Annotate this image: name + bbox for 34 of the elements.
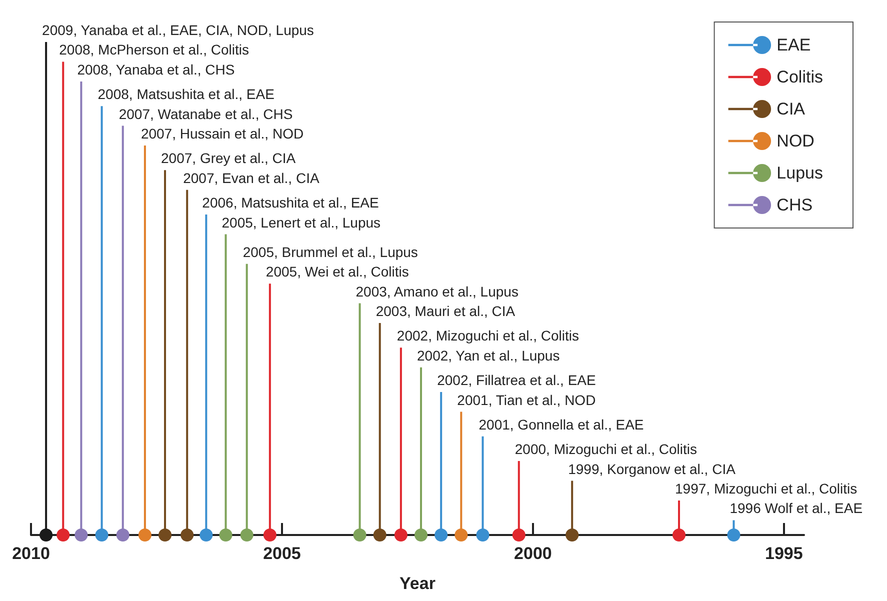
x-tick-label: 1995 [765,544,803,563]
annotation: 2008, McPherson et al., Colitis [59,42,249,58]
legend-label: Colitis [776,68,823,86]
annotation: 2003, Amano et al., Lupus [356,283,518,300]
annotation: 2008, Yanaba et al., CHS [77,61,235,78]
annotation: 2001, Tian et al., NOD [457,392,596,408]
annotation: 2007, Watanabe et al., CHS [118,106,293,122]
annotation: 2008, Matsushita et al., EAE [98,86,274,102]
annotation: 2002, Fillatrea et al., EAE [437,372,596,388]
annotation: 2000, Mizoguchi et al., Colitis [514,441,697,458]
legend-label: Lupus [776,164,824,182]
annotation: 2007, Hussain et al., NOD [140,126,304,142]
annotation: 2009, Yanaba et al., EAE, CIA, NOD, Lupus [42,22,314,38]
x-tick-label: 2010 [12,544,50,563]
annotation: 2002, Yan et al., Lupus [417,347,560,364]
annotation: 1997, Mizoguchi et al., Colitis [675,480,858,496]
annotation: 1999, Korganow et al., CIA [568,460,736,477]
x-tick-label: 2005 [263,544,301,563]
annotation: 2007, Grey et al., CIA [161,150,296,166]
annotation: 2005, Wei et al., Colitis [266,264,409,280]
legend-label: NOD [776,132,814,150]
legend-label: CHS [776,196,813,214]
annotation: 2002, Mizoguchi et al., Colitis [396,328,580,344]
annotation: 2007, Evan et al., CIA [183,170,320,186]
annotation: 2005, Brummel et al., Lupus [242,244,418,260]
annotation: 2005, Lenert et al., Lupus [222,214,381,230]
annotation: 2001, Gonnella et al., EAE [478,416,644,432]
legend-label: EAE [776,36,811,54]
annotation: 2003, Mauri et al., CIA [376,303,516,320]
x-tick-label: 2000 [514,544,552,563]
legend-label: CIA [776,100,806,118]
annotation: 1996 Wolf et al., EAE [730,500,863,516]
annotation: 2006, Matsushita et al., EAE [202,194,379,211]
x-axis-title: Year [400,574,436,593]
